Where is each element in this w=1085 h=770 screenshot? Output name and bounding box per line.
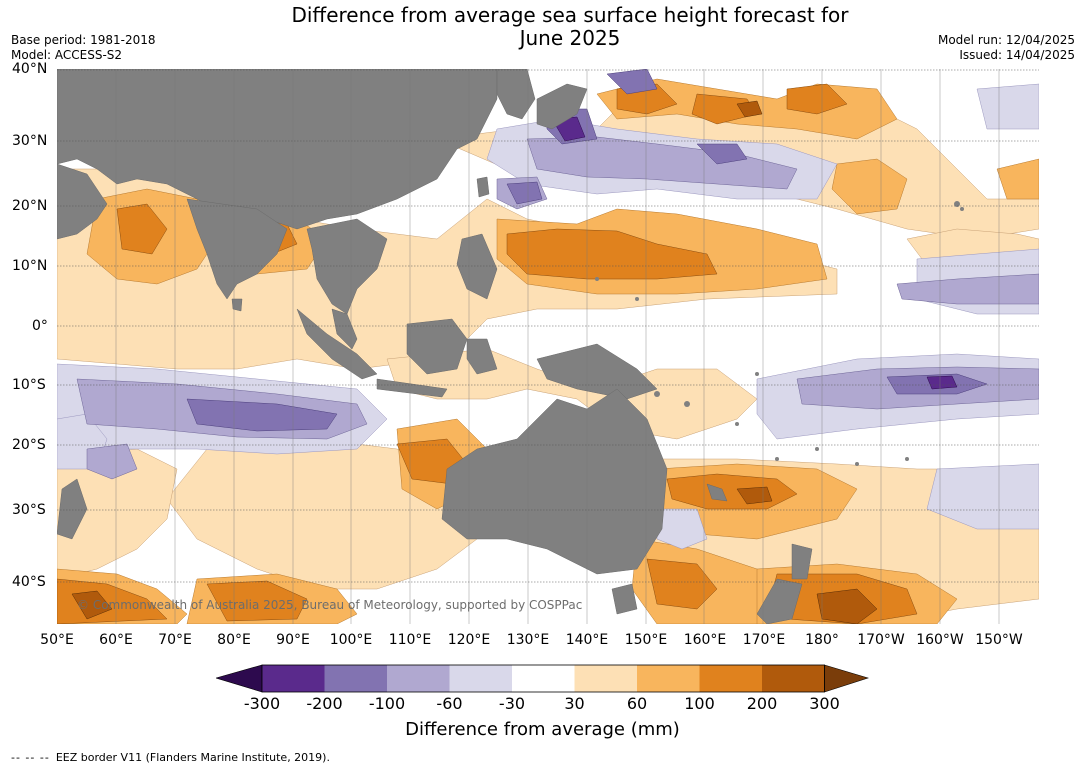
colorbar-swatch-7 <box>637 665 700 692</box>
colorbar-swatch-2 <box>324 665 387 692</box>
footer-note: -- -- -- EEZ border V11 (Flanders Marine … <box>11 751 330 764</box>
eez-border-source: EEZ border V11 (Flanders Marine Institut… <box>55 751 330 764</box>
lon-label-160e: 160°E <box>683 632 727 648</box>
meta-right: Model run: 12/04/2025 Issued: 14/04/2025 <box>938 33 1075 63</box>
sea-surface-height-map[interactable] <box>57 69 1039 624</box>
colorbar-tick: -30 <box>498 694 526 713</box>
lat-label-20s: 20°S <box>12 437 46 453</box>
lat-label-40n: 40°N <box>12 61 48 77</box>
colorbar-tick: 300 <box>809 694 840 713</box>
colorbar-tick: 100 <box>684 694 715 713</box>
lon-label-120e: 120°E <box>447 632 491 648</box>
colorbar-tick: -200 <box>306 694 343 713</box>
colorbar-tick: 30 <box>564 694 585 713</box>
lon-label-110e: 110°E <box>388 632 432 648</box>
lon-label-180: 180° <box>805 632 839 648</box>
base-period: Base period: 1981-2018 <box>11 33 156 47</box>
model-name: Model: ACCESS-S2 <box>11 48 123 62</box>
lon-label-170e: 170°E <box>742 632 786 648</box>
eez-line-sample: -- -- -- <box>11 751 50 764</box>
lon-label-130e: 130°E <box>506 632 550 648</box>
map-title: Difference from average sea surface heig… <box>200 4 940 50</box>
meridians <box>115 69 1000 624</box>
meta-left: Base period: 1981-2018 Model: ACCESS-S2 <box>11 33 156 63</box>
colorbar-extend-low <box>216 664 263 693</box>
lon-label-100e: 100°E <box>329 632 373 648</box>
lon-label-150e: 150°E <box>624 632 668 648</box>
lon-label-150w: 150°W <box>975 632 1023 648</box>
colorbar-tick: 60 <box>626 694 648 713</box>
colorbar-outline <box>261 664 825 693</box>
colorbar-tick: -60 <box>436 694 463 713</box>
lat-label-10n: 10°N <box>12 258 48 274</box>
lon-label-60e: 60°E <box>99 632 133 648</box>
colorbar-label: Difference from average (mm) <box>405 719 680 740</box>
anomaly-dark-orange <box>57 83 918 624</box>
lat-label-30n: 30°N <box>12 133 48 149</box>
lon-label-90e: 90°E <box>276 632 310 648</box>
colorbar-swatch-5 <box>512 665 575 692</box>
colorbar-swatch-4 <box>449 665 512 692</box>
colorbar-swatch-8 <box>699 665 762 692</box>
title-line-1: Difference from average sea surface heig… <box>291 3 849 27</box>
colorbar-extend-high <box>824 664 869 693</box>
title-line-2: June 2025 <box>519 26 621 50</box>
lat-label-10s: 10°S <box>12 377 46 393</box>
lon-label-170w: 170°W <box>857 632 905 648</box>
pacific-islands <box>595 201 964 466</box>
colorbar-swatch-1 <box>262 665 325 692</box>
issued-date: Issued: 14/04/2025 <box>959 48 1075 62</box>
colorbar <box>216 664 869 693</box>
lon-label-160w: 160°W <box>916 632 964 648</box>
colorbar-tick: -100 <box>368 694 406 713</box>
copyright-notice: © Commonwealth of Australia 2025, Bureau… <box>77 598 583 612</box>
colorbar-tick: 200 <box>746 694 778 713</box>
colorbar-swatch-6 <box>574 665 637 692</box>
lon-label-80e: 80°E <box>217 632 251 648</box>
lat-label-40s: 40°S <box>12 574 46 590</box>
lat-label-0: 0° <box>32 318 48 334</box>
colorbar-swatch-3 <box>387 665 450 692</box>
colorbar-tick: -300 <box>243 694 281 713</box>
land-masses <box>57 69 813 624</box>
lon-label-70e: 70°E <box>158 632 192 648</box>
lat-label-20n: 20°N <box>12 198 48 214</box>
lon-label-140e: 140°E <box>565 632 609 648</box>
lon-label-50e: 50°E <box>40 632 74 648</box>
model-run: Model run: 12/04/2025 <box>937 33 1075 47</box>
colorbar-swatch-9 <box>762 665 825 692</box>
lat-label-30s: 30°S <box>12 502 46 518</box>
